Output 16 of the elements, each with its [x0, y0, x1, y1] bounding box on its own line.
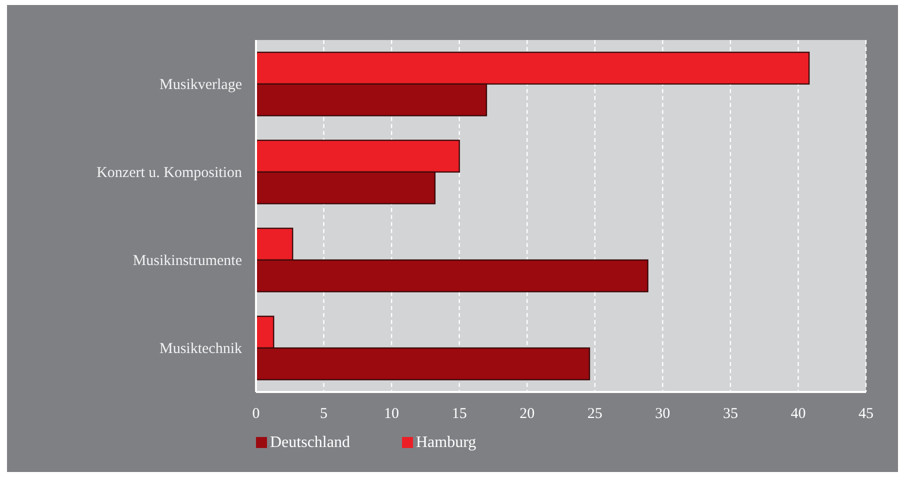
- legend-label: Hamburg: [416, 434, 476, 451]
- x-tick-label: 30: [655, 406, 670, 422]
- x-tick-label: 10: [384, 406, 400, 422]
- x-tick-label: 0: [252, 406, 260, 422]
- x-tick-label: 5: [320, 406, 328, 422]
- x-tick-label: 20: [520, 406, 535, 422]
- x-tick-label: 15: [452, 406, 467, 422]
- y-tick-label: Konzert u. Komposition: [96, 165, 242, 181]
- x-tick-label: 25: [587, 406, 602, 422]
- y-tick-label: Musikverlage: [160, 77, 242, 93]
- legend-label: Deutschland: [270, 434, 350, 451]
- y-tick-label: Musikinstrumente: [132, 253, 242, 269]
- x-tick-label: 40: [790, 406, 806, 422]
- x-tick-label: 45: [858, 406, 874, 422]
- x-tick-label: 35: [722, 406, 738, 422]
- y-tick-label: Musiktechnik: [160, 341, 242, 357]
